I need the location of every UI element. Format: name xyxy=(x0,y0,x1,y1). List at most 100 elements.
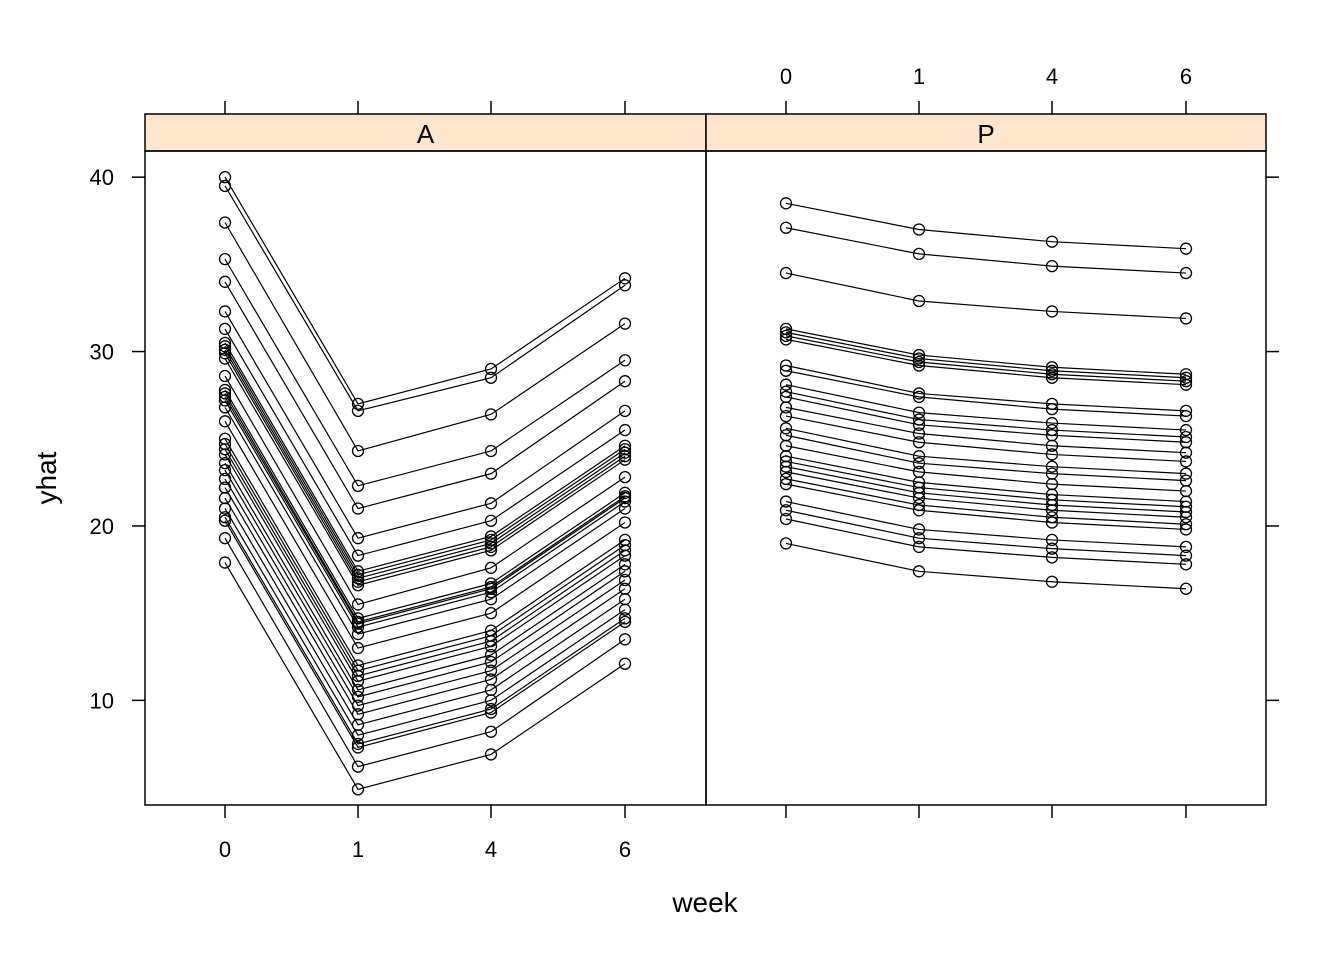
data-point xyxy=(351,575,365,588)
data-point xyxy=(1045,542,1059,555)
data-point xyxy=(912,450,926,463)
series-line xyxy=(224,478,626,707)
x-tick-label: 0 xyxy=(219,837,231,862)
series-line xyxy=(785,466,1187,513)
series-line xyxy=(785,338,1187,386)
data-point xyxy=(779,221,793,234)
data-point xyxy=(484,362,498,376)
data-point xyxy=(1045,305,1059,318)
data-point xyxy=(218,171,232,184)
data-point xyxy=(1045,551,1059,564)
data-point xyxy=(484,725,498,738)
series-line xyxy=(785,370,1187,417)
series-line xyxy=(224,400,626,628)
data-point xyxy=(351,737,365,751)
data-point xyxy=(912,532,926,545)
data-point xyxy=(618,450,632,463)
data-point xyxy=(218,415,232,428)
data-point xyxy=(218,216,232,229)
series-line xyxy=(785,391,1187,438)
data-point xyxy=(779,409,793,423)
data-point xyxy=(218,252,232,266)
data-point xyxy=(618,612,632,625)
series-line xyxy=(224,328,626,557)
series-line xyxy=(224,393,626,623)
data-point xyxy=(618,615,632,629)
data-point xyxy=(618,495,632,508)
data-point xyxy=(1179,455,1193,468)
data-point xyxy=(779,266,793,280)
data-point xyxy=(484,514,498,527)
data-point xyxy=(351,620,365,634)
data-point xyxy=(484,371,498,384)
data-point xyxy=(1179,505,1193,519)
data-point xyxy=(218,387,232,400)
data-point xyxy=(218,401,232,414)
data-point xyxy=(484,586,498,599)
data-point xyxy=(1179,404,1193,418)
x-axis-title: week xyxy=(671,887,738,918)
data-point xyxy=(218,179,232,193)
data-point xyxy=(484,607,498,620)
data-point xyxy=(1045,368,1059,381)
data-point xyxy=(1045,448,1059,461)
data-point xyxy=(912,523,926,536)
series-line xyxy=(785,202,1187,250)
data-point xyxy=(779,504,793,517)
series-line xyxy=(785,406,1187,454)
data-point xyxy=(351,579,365,592)
data-point xyxy=(779,477,793,491)
data-point xyxy=(618,573,632,587)
series-line xyxy=(785,518,1187,565)
y-tick-label: 40 xyxy=(90,165,114,190)
series-line xyxy=(224,185,626,412)
series-line xyxy=(785,396,1187,443)
series-line xyxy=(785,364,1187,412)
x-tick-label: 4 xyxy=(485,837,497,862)
panel-a: A xyxy=(144,113,707,806)
series-line xyxy=(224,438,626,667)
y-tick-label: 30 xyxy=(90,340,114,365)
series-line xyxy=(224,375,626,606)
data-point xyxy=(618,279,632,292)
series-line xyxy=(785,483,1187,531)
strip-a xyxy=(144,113,707,152)
data-point xyxy=(779,326,793,339)
data-point xyxy=(484,444,498,458)
data-point xyxy=(779,364,793,377)
data-point xyxy=(779,378,793,391)
series-line xyxy=(224,487,626,716)
data-point xyxy=(484,561,498,574)
data-point xyxy=(1179,558,1193,571)
series-line xyxy=(785,445,1187,492)
data-point xyxy=(779,197,793,210)
series-line xyxy=(224,407,626,635)
data-point xyxy=(484,664,498,677)
axes-group: 0 0 1 1 4 4 6 6 10 20 30 40 xyxy=(90,64,1279,862)
series-line xyxy=(785,500,1187,548)
data-point xyxy=(351,641,365,655)
data-point xyxy=(912,457,926,470)
data-point xyxy=(618,404,632,418)
data-point xyxy=(1045,402,1059,416)
series-line xyxy=(224,421,626,649)
data-point xyxy=(912,390,926,404)
data-point xyxy=(912,418,926,431)
data-point xyxy=(779,495,793,508)
series-line xyxy=(785,434,1187,482)
data-point xyxy=(912,352,926,365)
series-line xyxy=(224,462,626,691)
strip-label-p: P xyxy=(977,119,994,149)
data-point xyxy=(218,448,232,461)
data-point xyxy=(912,387,926,400)
data-point xyxy=(1179,375,1193,388)
data-point xyxy=(484,694,498,707)
x-tick-label: 0 xyxy=(780,64,792,89)
data-point xyxy=(218,394,232,407)
data-point xyxy=(912,359,926,372)
data-point xyxy=(618,558,632,571)
data-point xyxy=(1179,378,1193,391)
data-point xyxy=(218,322,232,336)
data-point xyxy=(351,783,365,796)
